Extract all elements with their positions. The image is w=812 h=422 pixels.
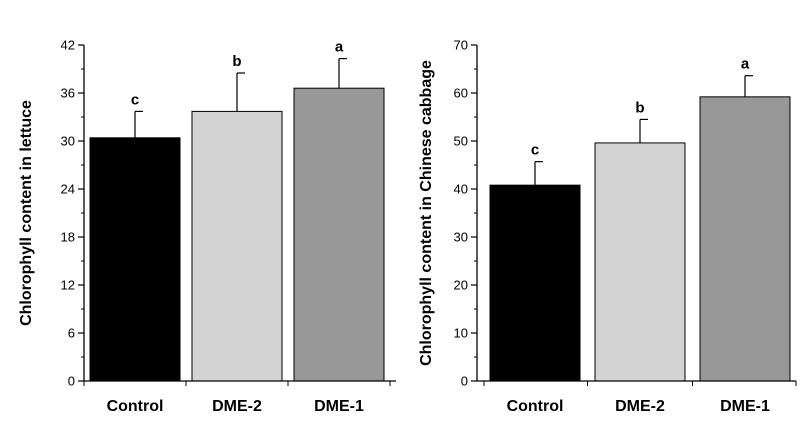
y-tick-label: 0 [68,374,75,389]
y-tick-label: 6 [68,326,75,341]
y-tick-label: 24 [61,182,75,197]
y-tick-label: 50 [454,134,468,149]
x-tick-label: Control [107,398,164,415]
significance-label: b [232,53,241,70]
y-tick-label: 36 [61,86,75,101]
bar-control [89,137,181,382]
y-tick-label: 10 [454,326,468,341]
x-tick-label: DME-2 [615,398,665,415]
significance-label: c [531,142,539,159]
x-tick-label: DME-1 [314,398,364,415]
bar-dme-2 [191,110,283,382]
bar-dme-1 [293,87,385,382]
y-tick-label: 0 [461,374,468,389]
y-tick-label: 18 [61,230,75,245]
y-tick-label: 12 [61,278,75,293]
significance-label: a [741,56,750,73]
y-axis-title: Chlorophyll content in lettuce [18,100,35,326]
x-tick-label: Control [507,398,564,415]
bar-dme-2 [594,142,686,382]
y-tick-label: 30 [61,134,75,149]
chart-chinese-cabbage: Chlorophyll content in Chinese cabbage c… [418,38,797,415]
y-tick-label: 40 [454,182,468,197]
significance-label: a [335,39,344,56]
y-axis-title: Chlorophyll content in Chinese cabbage [418,60,435,366]
y-tick-label: 70 [454,38,468,53]
y-tick-label: 42 [61,38,75,53]
y-tick-label: 30 [454,230,468,245]
bar-dme-1 [699,96,791,382]
y-tick-label: 60 [454,86,468,101]
y-tick-label: 20 [454,278,468,293]
significance-label: b [635,99,644,116]
x-tick-label: DME-2 [212,398,262,415]
bar-control [489,184,581,382]
significance-label: c [131,91,139,108]
chart-lettuce: Chlorophyll content in lettuce c Control b… [18,38,396,415]
x-tick-label: DME-1 [720,398,770,415]
